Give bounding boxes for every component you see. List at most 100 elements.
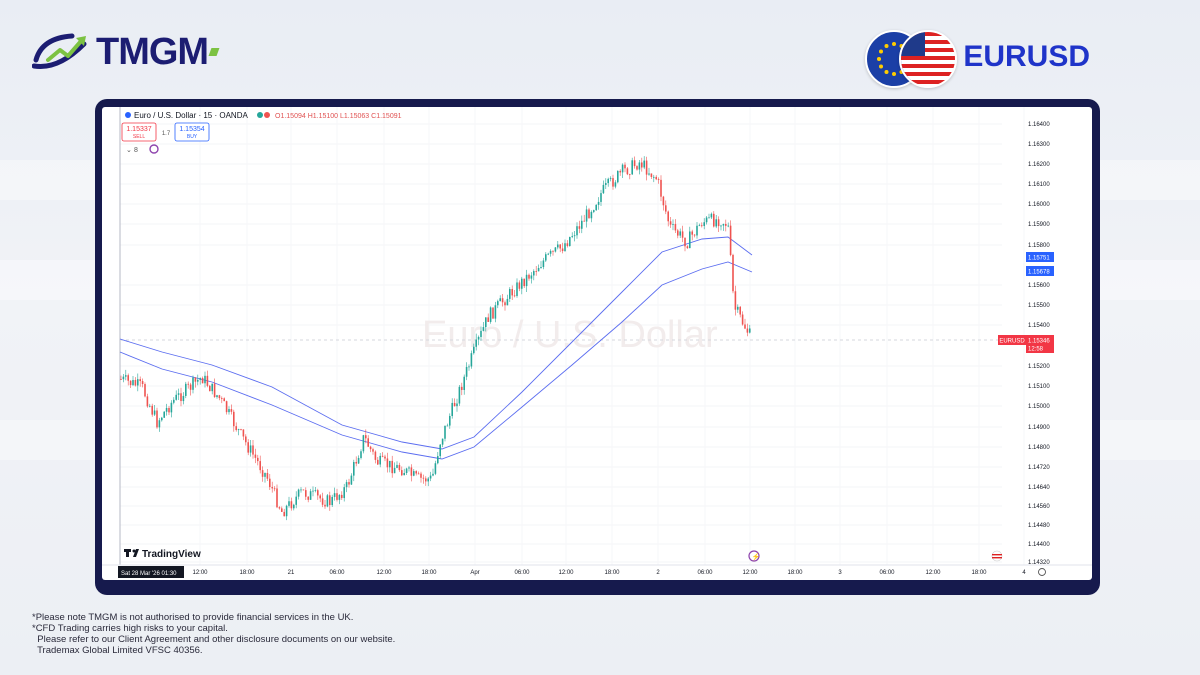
candle-body: [528, 274, 530, 279]
candle-body: [163, 411, 165, 418]
candle-body: [146, 396, 149, 407]
candle-body: [240, 429, 242, 430]
indicators-toggle-icon[interactable]: ⌄: [126, 147, 132, 154]
time-tick-label: 18:00: [421, 570, 437, 576]
candle-body: [245, 436, 247, 443]
candle-body: [348, 482, 350, 485]
event-icon[interactable]: [748, 550, 760, 562]
price-tick-label: 1.15100: [1028, 384, 1050, 390]
price-tick-label: 1.14900: [1028, 425, 1050, 431]
candle-body: [408, 467, 410, 469]
candle-body: [619, 170, 621, 173]
candle-body: [156, 410, 158, 428]
candle-body: [285, 505, 288, 517]
candle-body: [518, 282, 521, 289]
tradingview-logo: TradingView: [124, 549, 201, 560]
candle-body: [372, 449, 374, 452]
candle-body: [384, 456, 386, 459]
candle-body: [329, 495, 331, 506]
candle-body: [600, 193, 602, 202]
candle-body: [401, 470, 403, 476]
candle-body: [199, 378, 201, 380]
candle-body: [564, 243, 566, 252]
candle-body: [153, 410, 156, 415]
candle-body: [161, 417, 163, 421]
candle-body: [741, 314, 744, 325]
candle-body: [710, 213, 713, 218]
candle-body: [549, 250, 552, 254]
candle-body: [626, 168, 629, 175]
candle-body: [492, 307, 494, 319]
time-tick-label: 12:00: [558, 570, 574, 576]
settings-gear-icon[interactable]: [1038, 568, 1046, 576]
candle-body: [453, 402, 456, 407]
candle-body: [369, 446, 372, 450]
candle-body: [338, 494, 341, 500]
candle-body: [144, 384, 146, 397]
candle-body: [341, 494, 343, 499]
candle-body: [566, 243, 569, 246]
candle-body: [125, 375, 127, 377]
price-tick-label: 1.14800: [1028, 445, 1050, 451]
candle-body: [312, 490, 314, 492]
status-dot-icon: [264, 112, 270, 118]
brand-logo: TMGM: [32, 30, 220, 74]
moving-average-line: [119, 236, 753, 450]
candle-body: [168, 407, 170, 413]
candle-body: [149, 405, 151, 407]
pair-label: EURUSD: [963, 40, 1090, 73]
chart-panel[interactable]: Euro / U.S. Dollar Euro / U.S. Dollar · …: [102, 107, 1092, 580]
candle-body: [573, 235, 576, 237]
candle-body: [446, 425, 449, 427]
candle-body: [266, 472, 269, 479]
symbol-tag: EURUSD: [999, 339, 1025, 345]
time-tick-label: 4: [1022, 570, 1026, 576]
candle-body: [552, 250, 554, 252]
candle-body: [127, 375, 129, 381]
price-tick-label: 1.14400: [1028, 542, 1050, 548]
candle-body: [182, 395, 185, 402]
indicator-icon[interactable]: [149, 144, 159, 154]
time-tick-label: 21: [288, 570, 295, 576]
candlestick-chart[interactable]: Euro / U.S. Dollar Euro / U.S. Dollar · …: [102, 107, 1092, 580]
candle-body: [705, 217, 708, 223]
candle-body: [249, 445, 252, 453]
candle-body: [559, 244, 561, 249]
candle-body: [396, 464, 398, 468]
candle-body: [669, 221, 672, 225]
candle-body: [233, 411, 235, 427]
candle-body: [537, 268, 540, 272]
moving-average-line: [119, 261, 753, 460]
candle-body: [158, 420, 161, 428]
candle-body: [703, 222, 705, 227]
candle-body: [621, 164, 624, 173]
us-event-flag-icon[interactable]: [991, 550, 1003, 562]
time-tick-label: 06:00: [879, 570, 895, 576]
candle-body: [355, 461, 357, 464]
candle-body: [461, 386, 463, 390]
candle-body: [609, 178, 612, 179]
moving-averages: [119, 236, 753, 460]
candle-body: [480, 330, 482, 337]
indicator-count[interactable]: 8: [134, 147, 138, 154]
symbol-title[interactable]: Euro / U.S. Dollar · 15 · OANDA: [134, 111, 248, 120]
candle-body: [379, 455, 381, 465]
candle-body: [667, 211, 669, 222]
candle-body: [545, 254, 547, 261]
candle-body: [273, 488, 276, 490]
candle-body: [321, 498, 324, 505]
candle-body: [533, 271, 535, 276]
sell-button[interactable]: [121, 122, 157, 142]
candle-body: [194, 377, 197, 382]
price-tick-label: 1.15900: [1028, 222, 1050, 228]
buy-button[interactable]: [174, 122, 210, 142]
candle-body: [612, 178, 614, 187]
candle-body: [708, 217, 710, 219]
candle-body: [336, 493, 338, 500]
candle-body: [737, 306, 739, 310]
candle-body: [281, 508, 283, 512]
candle-body: [432, 473, 434, 476]
candle-body: [189, 384, 192, 390]
ma-price-tag-bg: [1026, 266, 1054, 276]
candle-body: [463, 376, 465, 390]
